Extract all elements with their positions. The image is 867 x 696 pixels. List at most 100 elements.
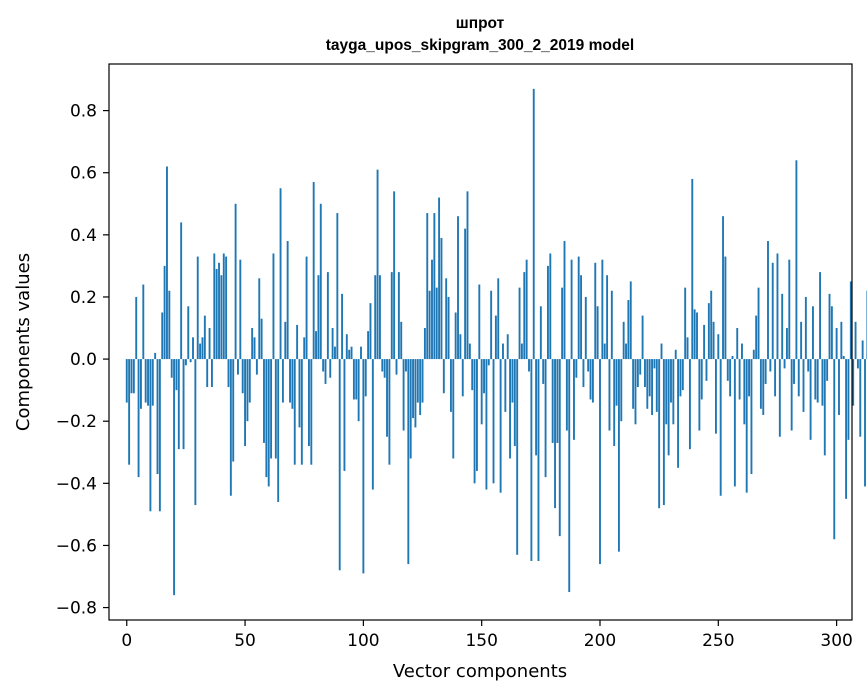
bar — [329, 359, 332, 378]
bar — [267, 359, 270, 487]
bar — [693, 309, 696, 360]
bar — [476, 359, 478, 471]
bar — [667, 359, 670, 456]
bar — [369, 303, 372, 360]
bar — [154, 352, 157, 360]
bar — [405, 359, 407, 372]
bar — [591, 359, 594, 403]
bar — [594, 262, 597, 360]
x-tick-label: 100 — [347, 631, 379, 651]
bar — [582, 359, 585, 388]
bar — [568, 359, 571, 593]
bar — [677, 359, 680, 468]
bar — [284, 321, 287, 360]
bar — [795, 160, 798, 360]
x-tick-label: 150 — [465, 631, 497, 651]
bar — [838, 359, 840, 415]
x-tick-label: 250 — [702, 631, 734, 651]
bar — [783, 359, 786, 369]
bar — [724, 256, 727, 360]
bar — [828, 293, 831, 360]
bar — [378, 275, 381, 360]
bar — [452, 359, 455, 459]
bar — [194, 359, 197, 506]
bar — [315, 331, 317, 360]
bar — [364, 359, 367, 397]
bar — [864, 359, 866, 487]
bar — [449, 359, 452, 412]
bar — [390, 272, 393, 360]
bar — [438, 197, 441, 360]
y-tick-label: −0.8 — [56, 599, 97, 619]
bar — [502, 343, 504, 360]
bar — [201, 337, 204, 360]
y-tick-label: −0.2 — [56, 412, 97, 432]
bar — [423, 328, 426, 360]
bar — [511, 359, 514, 403]
bar — [258, 278, 261, 360]
bar — [698, 359, 701, 431]
bar — [326, 272, 329, 360]
bar — [319, 203, 322, 360]
y-tick-label: 0.4 — [70, 226, 97, 246]
bar — [447, 296, 450, 360]
bar — [710, 290, 713, 360]
bar — [561, 287, 564, 360]
bar — [220, 275, 223, 360]
bar — [670, 359, 672, 403]
bar — [388, 359, 391, 465]
bar — [312, 182, 315, 360]
bar — [374, 275, 377, 360]
bar — [168, 290, 171, 360]
bar — [343, 359, 346, 471]
bar — [757, 287, 760, 360]
bar — [336, 213, 339, 360]
bar — [558, 359, 561, 537]
y-tick-label: −0.4 — [56, 474, 97, 494]
bar — [733, 359, 736, 487]
bar — [745, 359, 748, 493]
bar — [755, 315, 758, 360]
plot-frame — [108, 63, 853, 621]
bar — [684, 287, 687, 360]
bar — [407, 359, 410, 565]
bar — [788, 259, 791, 360]
bar — [535, 359, 538, 456]
bar — [660, 343, 663, 360]
bar — [627, 300, 630, 360]
bar — [293, 359, 296, 465]
bar — [308, 359, 310, 447]
bar — [487, 359, 490, 366]
bar — [849, 281, 852, 360]
bar — [537, 359, 540, 561]
bar — [797, 359, 800, 397]
bar — [177, 359, 180, 450]
bar — [459, 334, 462, 360]
bar — [348, 349, 351, 360]
bar — [596, 306, 599, 360]
bar — [833, 359, 836, 540]
bar — [180, 222, 183, 360]
bar — [748, 359, 751, 397]
bar — [184, 359, 187, 366]
bar — [341, 293, 344, 360]
bar — [338, 359, 341, 571]
bar — [170, 359, 173, 378]
bar — [345, 334, 348, 360]
bar — [161, 312, 164, 360]
bar — [281, 359, 284, 403]
bar — [400, 321, 403, 360]
bar — [686, 337, 689, 360]
bar — [277, 359, 280, 502]
bar — [397, 272, 400, 360]
bar — [546, 265, 549, 360]
bar — [636, 359, 639, 388]
y-tick-label: 0.0 — [70, 350, 97, 370]
bar — [826, 359, 829, 381]
bar — [478, 284, 481, 360]
bar — [137, 359, 140, 478]
bar — [395, 359, 398, 375]
bar — [530, 359, 533, 561]
bar — [705, 359, 708, 381]
bar — [743, 359, 746, 425]
